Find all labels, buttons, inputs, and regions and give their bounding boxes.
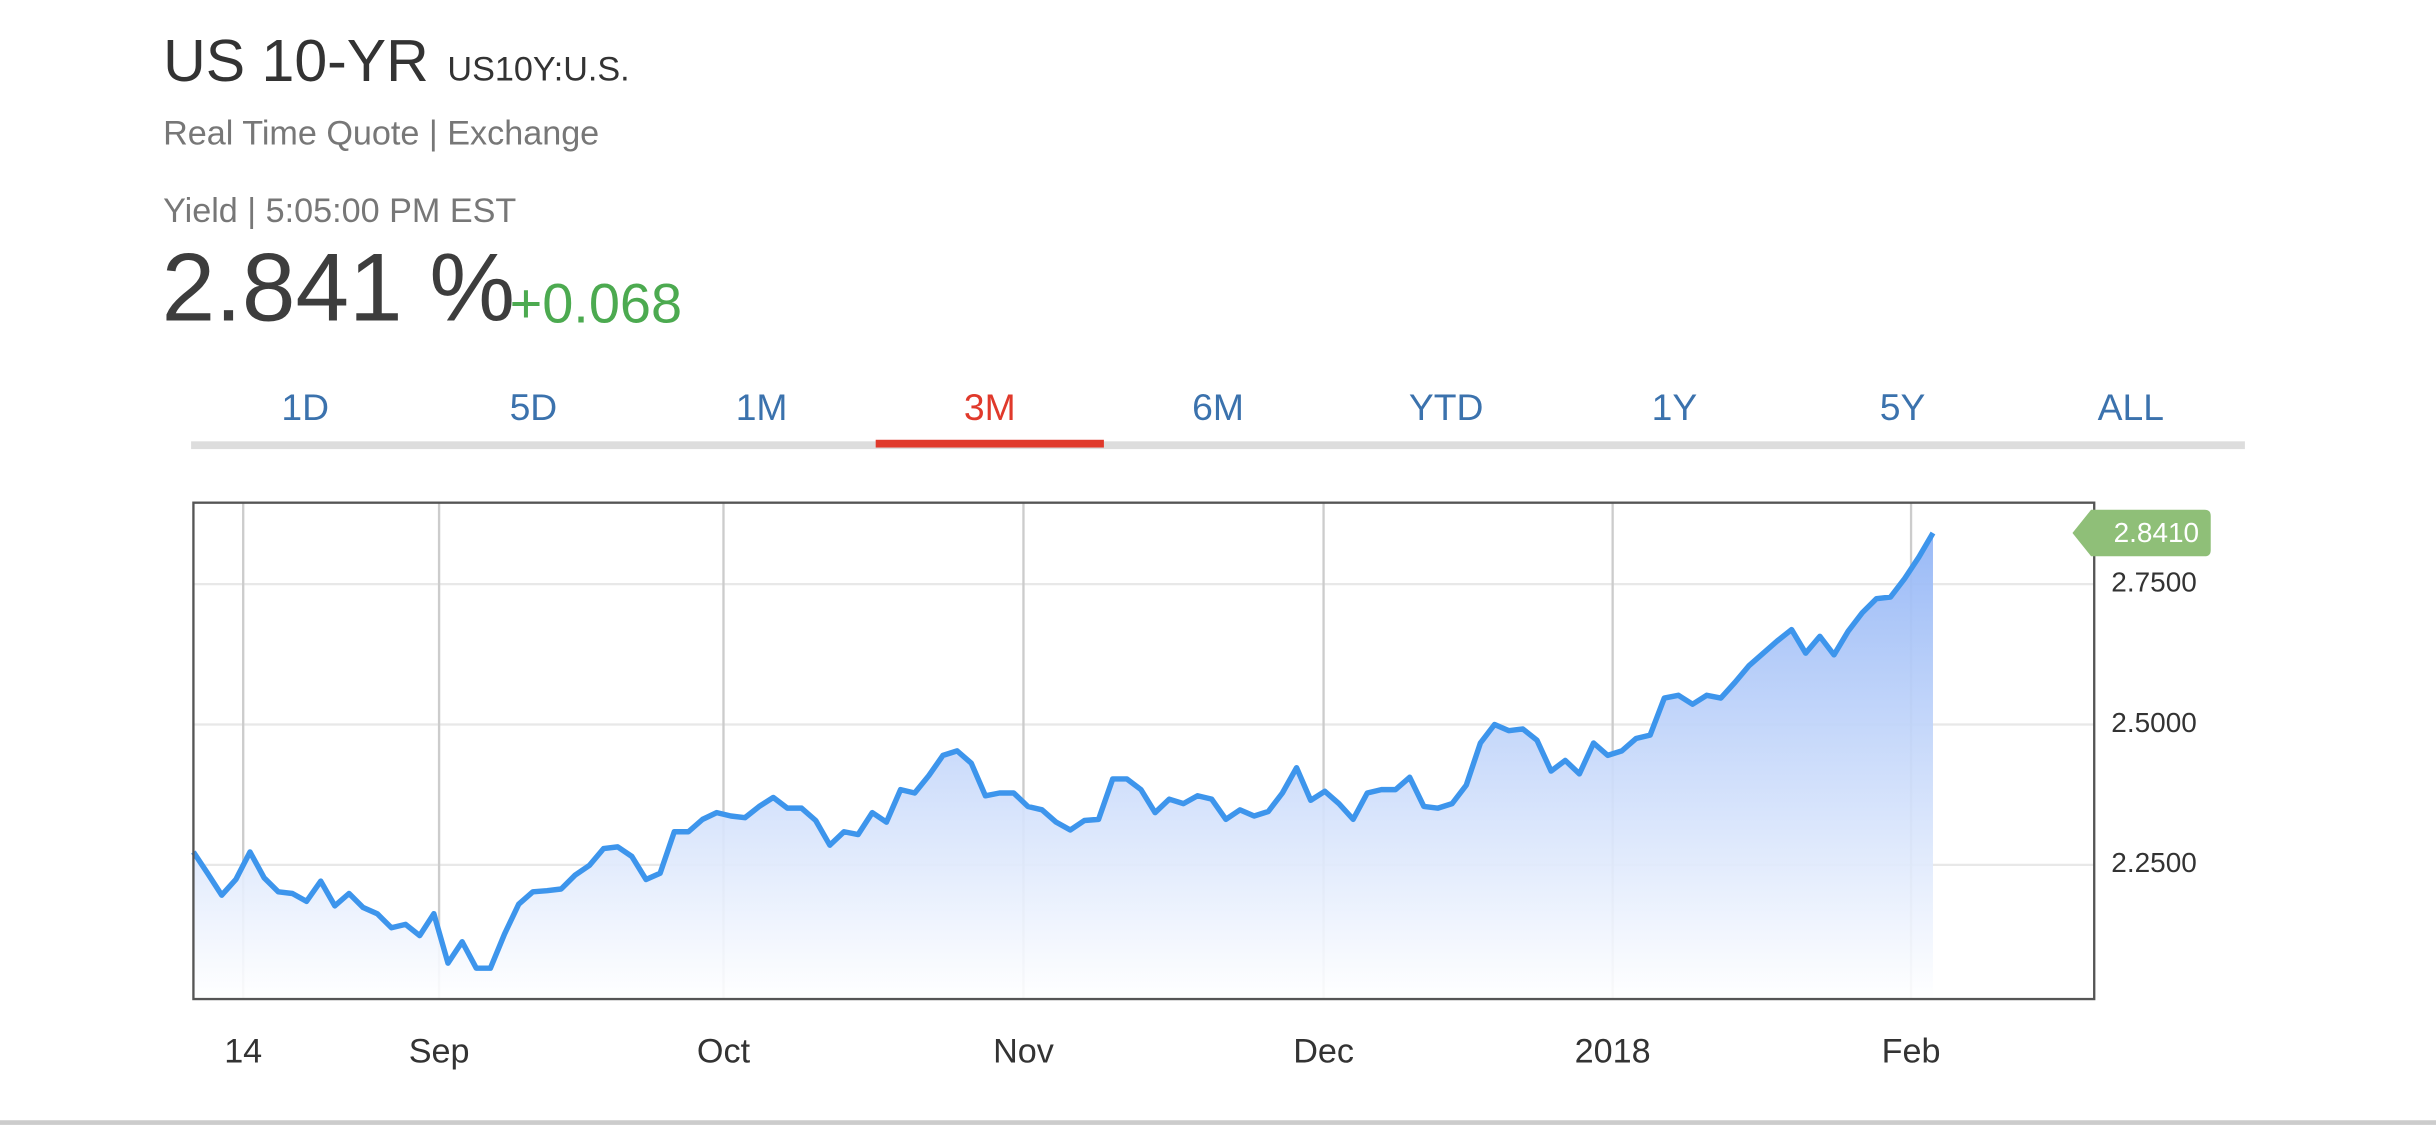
tab[interactable]: 5D	[510, 386, 558, 428]
x-tick-label: Nov	[993, 1032, 1054, 1070]
tab[interactable]: 5Y	[1880, 386, 1926, 428]
tab-bar	[191, 441, 2245, 450]
x-tick-label: Feb	[1882, 1032, 1941, 1070]
x-tick-label: 2018	[1575, 1032, 1651, 1070]
line	[191, 531, 1936, 971]
y-tick-label: 2.7500	[2111, 566, 2197, 597]
area-fill	[193, 533, 1933, 1000]
tab[interactable]: 1Y	[1652, 386, 1698, 428]
plot-frame	[192, 501, 2096, 1001]
x-tick-label: 14	[224, 1032, 262, 1070]
title: US 10-YR	[163, 28, 429, 94]
x-tick-label: Dec	[1293, 1032, 1354, 1070]
time: Yield | 5:05:00 PM EST	[163, 192, 516, 230]
change: +0.068	[510, 271, 683, 334]
source: Real Time Quote | Exchange	[163, 114, 599, 152]
last-value-badge	[2072, 509, 2211, 557]
tabs: 1D 5D 1M 3M 6M YTD 1Y 5Y ALL	[281, 386, 2164, 448]
last-value-label: 2.8410	[2114, 517, 2200, 548]
tab[interactable]: 1D	[281, 386, 329, 428]
x-tick-label: Sep	[409, 1032, 470, 1070]
chart: 2.2500 2.5000 2.7500 14 Sep Oct Nov Dec 2018 Feb 2…	[191, 501, 2211, 1070]
x-tick-label: Oct	[697, 1032, 751, 1070]
symbol: US10Y:U.S.	[447, 51, 629, 89]
price: 2.841 %	[162, 235, 515, 342]
tab[interactable]: ALL	[2098, 386, 2164, 428]
tab-indicator	[875, 439, 1104, 448]
y-tick-label: 2.2500	[2111, 847, 2197, 878]
tab[interactable]: YTD	[1409, 386, 1484, 428]
y-tick-label: 2.5000	[2111, 707, 2197, 738]
tab[interactable]: 6M	[1192, 386, 1244, 428]
bottom-border	[0, 1120, 2436, 1125]
tab[interactable]: 1M	[736, 386, 788, 428]
tab[interactable]: 3M	[964, 386, 1016, 428]
